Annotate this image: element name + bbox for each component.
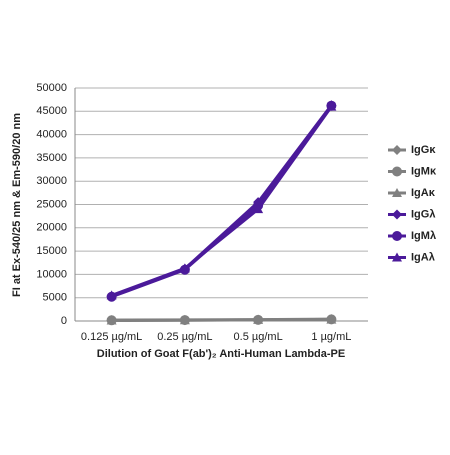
series-line [111, 318, 332, 323]
x-tick-label: 0.25 µg/mL [157, 331, 212, 343]
legend-label: IgGκ [411, 144, 436, 156]
legend-label: IgMκ [411, 165, 437, 177]
data-point [326, 101, 337, 111]
legend-marker [392, 231, 402, 241]
y-tick-label: 10000 [36, 268, 67, 280]
data-point [179, 315, 190, 325]
y-tick-label: 30000 [36, 175, 67, 187]
legend-label: IgGλ [411, 208, 435, 220]
y-tick-label: 25000 [36, 198, 67, 210]
x-axis-label: Dilution of Goat F(ab')₂ Anti-Human Lamb… [97, 348, 345, 360]
legend-label: IgMλ [411, 230, 436, 242]
x-tick-label: 1 µg/mL [311, 331, 351, 343]
legend-marker [392, 166, 402, 177]
y-tick-label: 20000 [36, 222, 67, 234]
y-tick-label: 45000 [36, 105, 67, 117]
data-point [253, 204, 264, 214]
data-point [106, 315, 117, 325]
data-point [326, 314, 337, 324]
data-point [179, 263, 190, 273]
legend-marker [392, 145, 402, 155]
legend-label: IgAκ [411, 187, 436, 199]
y-tick-label: 35000 [36, 152, 67, 164]
legend-marker [392, 188, 402, 197]
y-tick-label: 0 [61, 315, 67, 327]
series-line [111, 105, 333, 297]
data-point [106, 290, 117, 300]
legend-label: IgAλ [411, 251, 435, 263]
y-tick-label: 50000 [36, 82, 67, 94]
y-tick-label: 5000 [43, 292, 67, 304]
data-point [253, 314, 264, 324]
legend-marker [392, 252, 402, 262]
legend-marker [392, 209, 402, 220]
x-tick-label: 0.125 µg/mL [81, 331, 142, 343]
y-tick-label: 15000 [36, 245, 67, 257]
x-tick-label: 0.5 µg/mL [234, 331, 283, 343]
y-tick-label: 40000 [36, 129, 67, 141]
series-line [111, 104, 333, 298]
y-axis-label: FI at Ex-540/25 nm & Em-590/20 nm [11, 113, 23, 297]
